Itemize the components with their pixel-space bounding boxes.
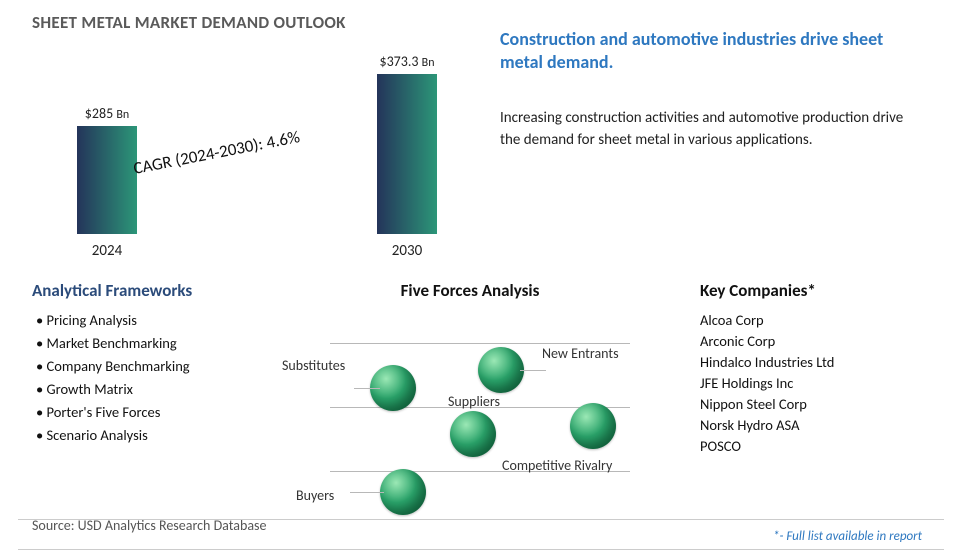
headline: Construction and automotive industries d… <box>500 28 920 75</box>
bubble-label: Suppliers <box>448 393 500 410</box>
bar-2030-year: 2030 <box>367 242 447 260</box>
frameworks-item: Company Benchmarking <box>36 357 252 375</box>
bar-2030-value: $373.3 Bn <box>347 53 467 70</box>
bubble-connector <box>350 492 384 493</box>
bubble-label: Substitutes <box>282 357 345 374</box>
bar-2030-amount: $373.3 <box>379 53 418 70</box>
bar-2024-year: 2024 <box>67 242 147 260</box>
company-item: Hindalco Industries Ltd <box>700 353 940 371</box>
five-forces-canvas: Substitutes New Entrants Suppliers Competit… <box>270 311 670 521</box>
frameworks-list: Pricing Analysis Market Benchmarking Com… <box>32 311 252 444</box>
bubble-label: New Entrants <box>542 345 619 362</box>
frameworks-item: Growth Matrix <box>36 380 252 398</box>
bubble-buyers <box>380 469 426 515</box>
company-item: Norsk Hydro ASA <box>700 416 940 434</box>
bubble-connector <box>354 388 380 389</box>
bar-chart: $285 Bn 2024 $373.3 Bn 2030 CAGR (2024-2… <box>32 32 482 262</box>
five-forces-section: Five Forces Analysis Substitutes New Entr… <box>270 280 670 510</box>
bar-2030-unit: Bn <box>422 56 435 70</box>
bar-2024-unit: Bn <box>116 108 129 122</box>
five-forces-title: Five Forces Analysis <box>270 280 670 301</box>
page-title: SHEET METAL MARKET DEMAND OUTLOOK <box>32 12 346 33</box>
five-forces-gridline <box>330 343 630 344</box>
frameworks-title: Analytical Frameworks <box>32 280 252 301</box>
frameworks-item: Scenario Analysis <box>36 426 252 444</box>
bubble-connector <box>520 370 546 371</box>
divider <box>18 549 944 550</box>
body-text: Increasing construction activities and a… <box>500 108 920 152</box>
frameworks-item: Pricing Analysis <box>36 311 252 329</box>
company-item: JFE Holdings Inc <box>700 374 940 392</box>
frameworks-item: Porter's Five Forces <box>36 403 252 421</box>
companies-section: Key Companies* Alcoa Corp Arconic Corp H… <box>700 280 940 458</box>
bubble-suppliers <box>450 411 496 457</box>
bubble-label: Competitive Rivalry <box>502 457 612 474</box>
company-item: Nippon Steel Corp <box>700 395 940 413</box>
cagr-text: CAGR (2024-2030): 4.6% <box>132 126 302 179</box>
companies-title: Key Companies* <box>700 280 940 301</box>
frameworks-section: Analytical Frameworks Pricing Analysis M… <box>32 280 252 449</box>
bar-2024-amount: $285 <box>85 105 113 122</box>
source-text: Source: USD Analytics Research Database <box>32 517 266 534</box>
bar-2024-value: $285 Bn <box>47 105 167 122</box>
footnote-text: *- Full list available in report <box>773 529 922 544</box>
company-item: Alcoa Corp <box>700 311 940 329</box>
company-item: Arconic Corp <box>700 332 940 350</box>
frameworks-item: Market Benchmarking <box>36 334 252 352</box>
bar-2030 <box>377 74 437 234</box>
bubble-new-entrants <box>478 347 524 393</box>
bubble-competitive-rivalry <box>570 403 616 449</box>
bubble-label: Buyers <box>296 487 334 504</box>
company-item: POSCO <box>700 437 940 455</box>
bar-2024 <box>77 126 137 234</box>
